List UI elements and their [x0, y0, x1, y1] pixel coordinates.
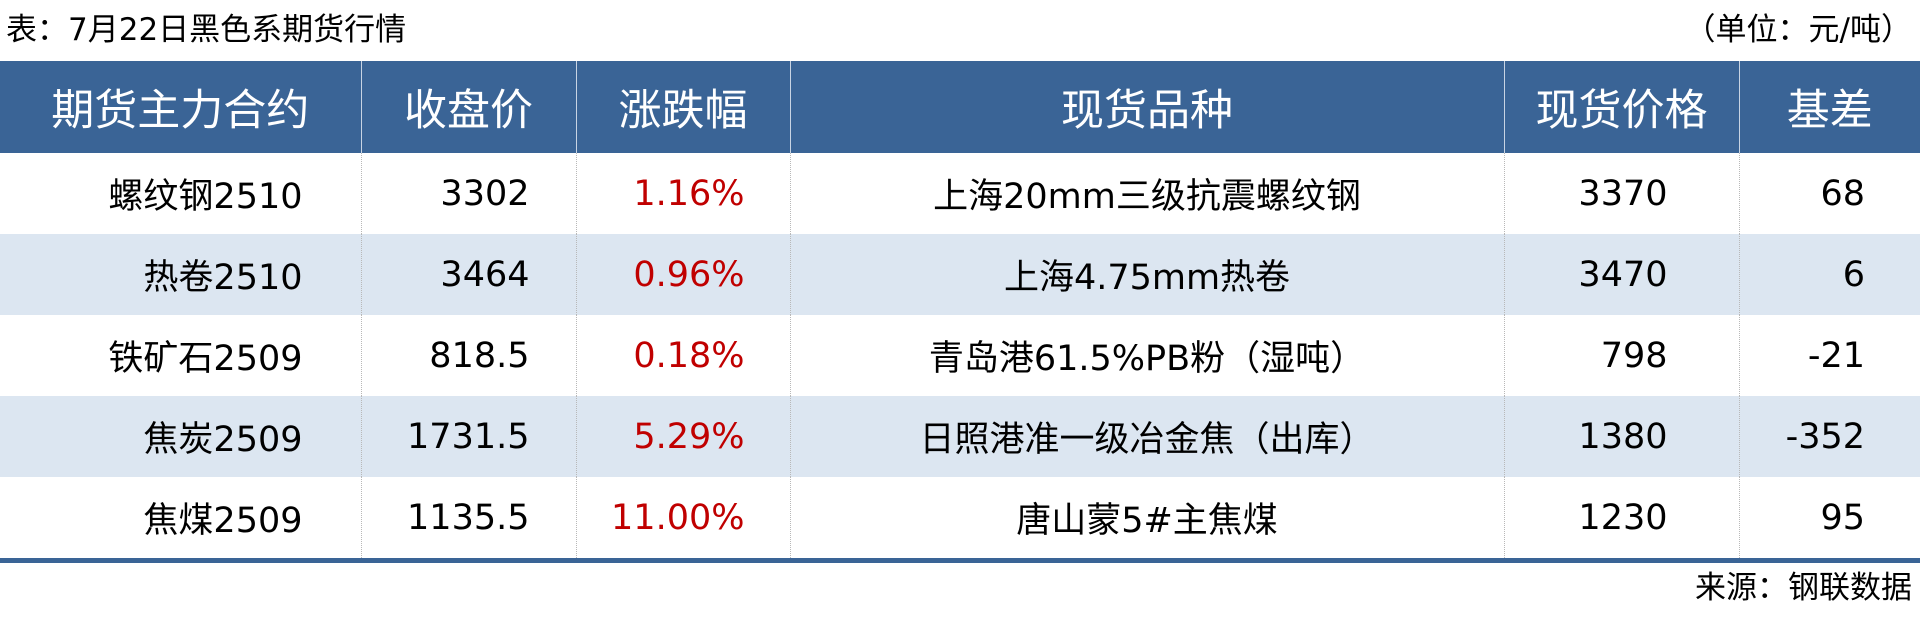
cell-spot-price: 798: [1503, 315, 1739, 396]
cell-contract: 焦煤2509: [0, 477, 361, 563]
cell-spot-price: 3370: [1503, 153, 1739, 234]
header-change: 涨跌幅: [575, 61, 790, 153]
cell-close: 1731.5: [360, 396, 576, 477]
table-row: 焦炭2509 1731.5 5.29% 日照港准一级冶金焦（出库） 1380 -352: [0, 396, 1920, 477]
cell-spot-price: 1230: [1503, 477, 1739, 563]
table-row: 螺纹钢2510 3302 1.16% 上海20mm三级抗震螺纹钢 3370 68: [0, 153, 1920, 234]
futures-table: 期货主力合约 收盘价 涨跌幅 现货品种 现货价格 基差 螺纹钢2510 3302 1…: [0, 61, 1920, 563]
table-row: 焦煤2509 1135.5 11.00% 唐山蒙5#主焦煤 1230 95: [0, 477, 1920, 563]
cell-basis: -352: [1738, 396, 1920, 477]
cell-change: 0.96%: [575, 234, 790, 315]
cell-close: 1135.5: [360, 477, 576, 563]
cell-contract: 焦炭2509: [0, 396, 361, 477]
cell-contract: 螺纹钢2510: [108, 177, 303, 217]
table-title: 表：7月22日黑色系期货行情: [6, 12, 407, 48]
cell-spot: 日照港准一级冶金焦（出库）: [789, 396, 1504, 477]
source-note: 来源：钢联数据: [1695, 570, 1912, 606]
cell-spot: 唐山蒙5#主焦煤: [789, 477, 1504, 563]
cell-contract: 热卷2510: [0, 234, 361, 315]
cell-spot: 上海20mm三级抗震螺纹钢: [789, 153, 1504, 234]
cell-basis: -21: [1738, 315, 1920, 396]
cell-close: 3302: [360, 153, 576, 234]
cell-spot-price: 1380: [1503, 396, 1739, 477]
cell-change: 0.18%: [575, 315, 790, 396]
unit-label: （单位：元/吨）: [1684, 12, 1912, 48]
cell-basis: 95: [1738, 477, 1920, 563]
cell-spot: 上海4.75mm热卷: [789, 234, 1504, 315]
table-row: 铁矿石2509 818.5 0.18% 青岛港61.5%PB粉（湿吨） 798 -21: [0, 315, 1920, 396]
header-spot-price: 现货价格: [1503, 61, 1739, 153]
cell-basis: 68: [1738, 153, 1920, 234]
header-row: 期货主力合约 收盘价 涨跌幅 现货品种 现货价格 基差: [0, 61, 1920, 153]
cell-spot-price: 3470: [1503, 234, 1739, 315]
header-close: 收盘价: [360, 61, 576, 153]
header-basis: 基差: [1738, 61, 1920, 153]
cell-close: 3464: [360, 234, 576, 315]
cell-change: 11.00%: [575, 477, 790, 563]
cell-change: 5.29%: [575, 396, 790, 477]
cell-spot: 青岛港61.5%PB粉（湿吨）: [789, 315, 1504, 396]
cell-contract: 铁矿石2509: [108, 339, 303, 379]
cell-change: 1.16%: [575, 153, 790, 234]
cell-basis: 6: [1738, 234, 1920, 315]
header-spot: 现货品种: [789, 61, 1504, 153]
cell-close: 818.5: [360, 315, 576, 396]
table-row: 热卷2510 3464 0.96% 上海4.75mm热卷 3470 6: [0, 234, 1920, 315]
header-contract: 期货主力合约: [0, 61, 361, 153]
